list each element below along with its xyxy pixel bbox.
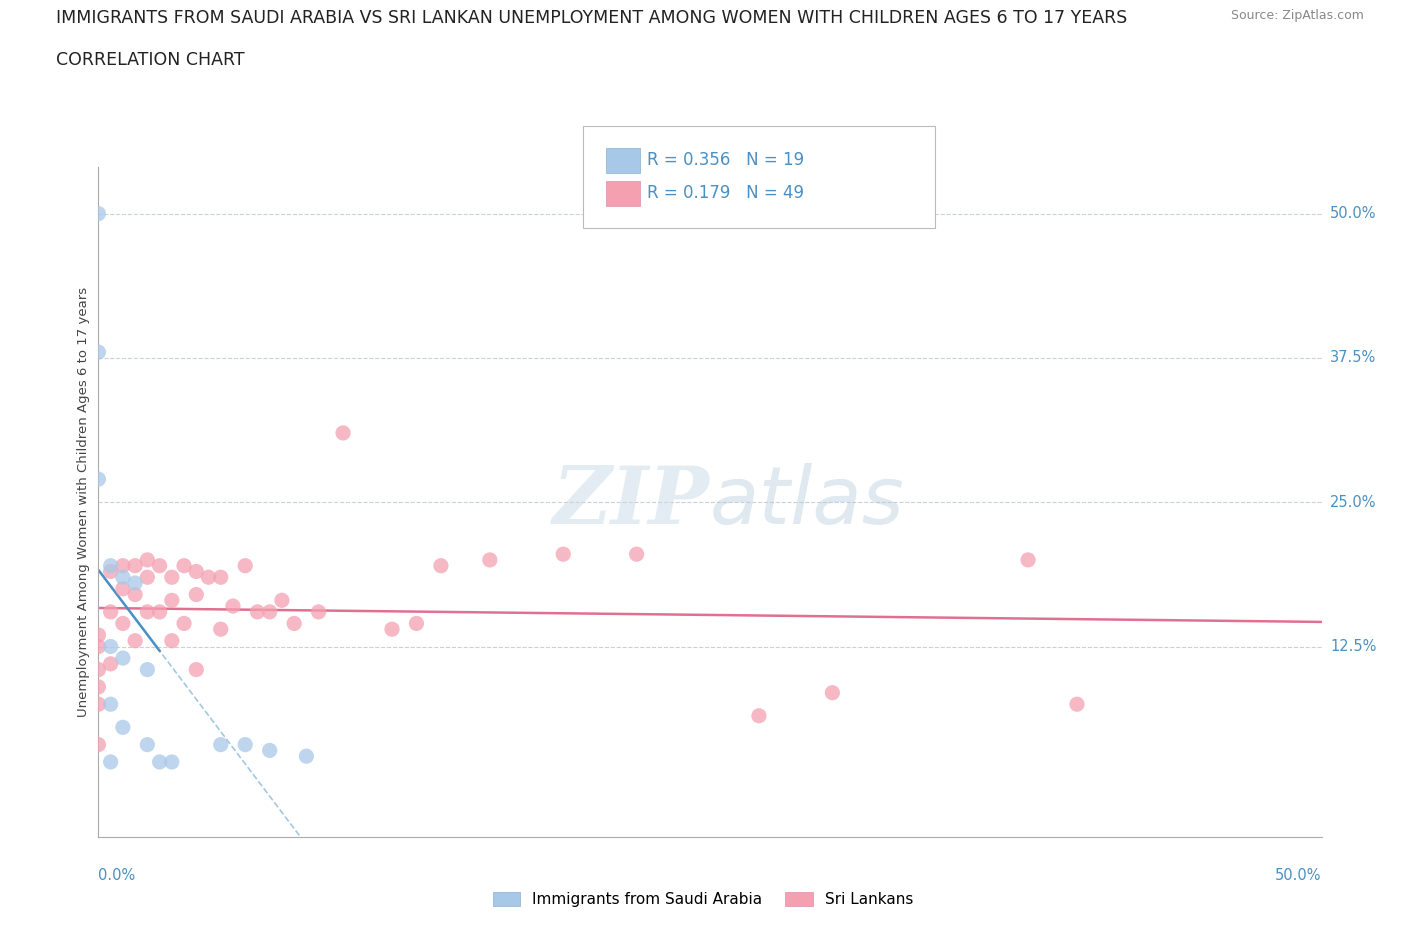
Point	[149, 754, 172, 769]
Point	[136, 552, 159, 567]
Point	[430, 558, 453, 573]
Point	[111, 570, 134, 585]
Point	[209, 570, 232, 585]
Text: Source: ZipAtlas.com: Source: ZipAtlas.com	[1230, 9, 1364, 22]
Point	[209, 622, 232, 637]
Point	[209, 737, 232, 752]
Point	[332, 426, 354, 441]
Point	[100, 754, 122, 769]
Text: R = 0.356   N = 19: R = 0.356 N = 19	[647, 151, 804, 169]
Point	[111, 616, 134, 631]
Point	[87, 680, 110, 695]
Point	[173, 558, 195, 573]
Point	[124, 576, 146, 591]
Point	[259, 604, 281, 619]
Point	[111, 581, 134, 596]
Point	[283, 616, 305, 631]
Point	[100, 697, 122, 711]
Point	[149, 558, 172, 573]
Point	[100, 558, 122, 573]
Point	[270, 593, 294, 608]
Point	[222, 599, 245, 614]
Point	[186, 662, 208, 677]
Text: 12.5%: 12.5%	[1330, 639, 1376, 654]
Point	[233, 737, 256, 752]
Text: IMMIGRANTS FROM SAUDI ARABIA VS SRI LANKAN UNEMPLOYMENT AMONG WOMEN WITH CHILDRE: IMMIGRANTS FROM SAUDI ARABIA VS SRI LANK…	[56, 9, 1128, 27]
Point	[100, 564, 122, 578]
Point	[186, 587, 208, 602]
Point	[173, 616, 195, 631]
Point	[246, 604, 269, 619]
Point	[87, 345, 110, 360]
Point	[136, 570, 159, 585]
Point	[136, 662, 159, 677]
Point	[111, 558, 134, 573]
Point	[87, 639, 110, 654]
Point	[259, 743, 281, 758]
Point	[124, 558, 146, 573]
Point	[124, 587, 146, 602]
Point	[100, 604, 122, 619]
Text: CORRELATION CHART: CORRELATION CHART	[56, 51, 245, 69]
Point	[748, 709, 770, 724]
Text: ZIP: ZIP	[553, 463, 710, 541]
Point	[405, 616, 427, 631]
Point	[100, 657, 122, 671]
Point	[124, 633, 146, 648]
Point	[100, 639, 122, 654]
Y-axis label: Unemployment Among Women with Children Ages 6 to 17 years: Unemployment Among Women with Children A…	[77, 287, 90, 717]
Text: 50.0%: 50.0%	[1275, 868, 1322, 883]
Point	[186, 564, 208, 578]
Legend: Immigrants from Saudi Arabia, Sri Lankans: Immigrants from Saudi Arabia, Sri Lankan…	[486, 885, 920, 913]
Point	[160, 570, 183, 585]
Point	[308, 604, 330, 619]
Point	[821, 685, 844, 700]
Point	[87, 737, 110, 752]
Point	[626, 547, 648, 562]
Text: atlas: atlas	[710, 463, 905, 541]
Text: R = 0.179   N = 49: R = 0.179 N = 49	[647, 184, 804, 203]
Point	[111, 651, 134, 666]
Point	[87, 697, 110, 711]
Text: 0.0%: 0.0%	[98, 868, 135, 883]
Point	[136, 604, 159, 619]
Point	[381, 622, 404, 637]
Point	[197, 570, 219, 585]
Point	[111, 720, 134, 735]
Text: 50.0%: 50.0%	[1330, 206, 1376, 221]
Point	[295, 749, 318, 764]
Point	[87, 662, 110, 677]
Point	[136, 737, 159, 752]
Point	[233, 558, 256, 573]
Point	[1017, 552, 1039, 567]
Point	[160, 754, 183, 769]
Point	[160, 633, 183, 648]
Text: 37.5%: 37.5%	[1330, 351, 1376, 365]
Point	[87, 472, 110, 486]
Point	[553, 547, 575, 562]
Text: 25.0%: 25.0%	[1330, 495, 1376, 510]
Point	[87, 206, 110, 221]
Point	[1066, 697, 1088, 711]
Point	[149, 604, 172, 619]
Point	[87, 628, 110, 643]
Point	[160, 593, 183, 608]
Point	[478, 552, 501, 567]
